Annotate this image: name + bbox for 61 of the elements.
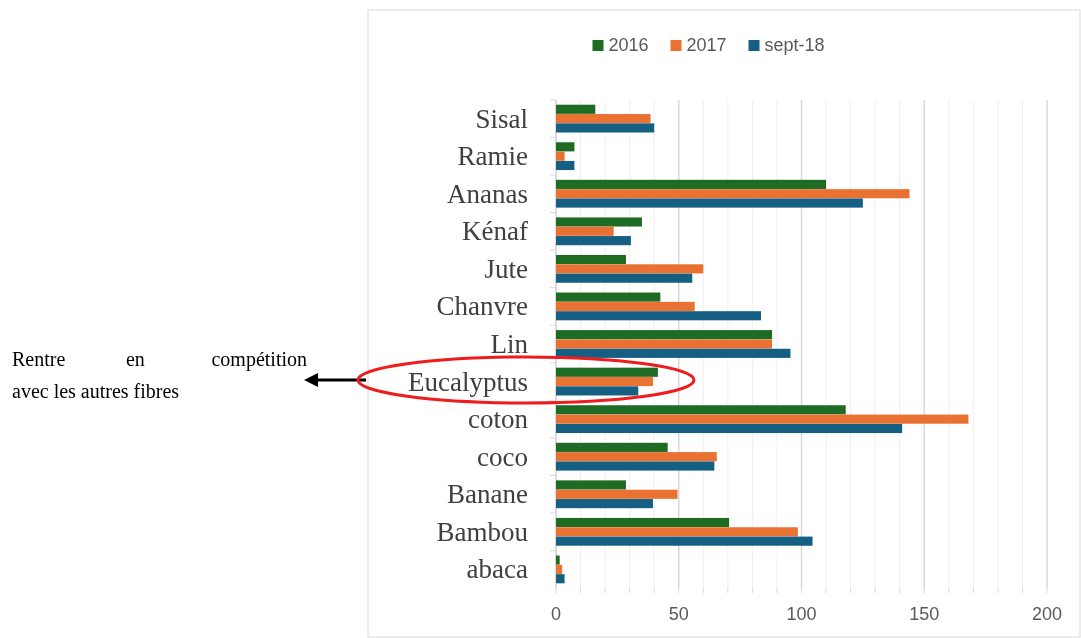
bar [556,104,596,114]
y-tick-label: Bambou [436,516,529,547]
bar [556,414,969,424]
bar [556,292,661,302]
bar [556,311,761,321]
y-tick-label: Ananas [447,178,528,209]
bar [556,236,631,246]
bar [556,142,575,152]
y-tick-label: Sisal [475,103,528,134]
bar [556,330,773,340]
bar [556,517,730,528]
legend-label: 2016 [608,35,649,55]
bar [556,217,642,227]
bar [556,452,717,462]
bar [556,442,668,452]
y-tick-label: Chanvre [436,291,529,322]
bar [556,160,575,171]
y-tick-label: coton [468,404,529,435]
bar [556,480,626,490]
y-tick-label: Jute [484,253,529,284]
bar [556,564,563,574]
bar [556,386,639,396]
bar [556,114,651,124]
y-tick-label: coco [477,441,528,472]
bar [556,189,910,199]
bar [556,489,678,499]
bar [556,264,704,274]
y-tick-label: Ramie [457,141,529,172]
x-tick-label: 50 [668,604,689,624]
bar [556,527,798,537]
bar [556,226,614,236]
y-tick-label: Banane [447,479,529,510]
bar [556,301,695,311]
bar [556,123,655,133]
text: Rentre en compétition avec les autres fibres [12,348,307,402]
bar [556,339,773,349]
bar [556,254,626,265]
x-tick-label: 100 [786,604,817,624]
x-tick-label: 200 [1031,604,1063,624]
bar [556,198,863,208]
bar [556,536,813,546]
bar [556,555,560,565]
x-tick-label: 150 [909,604,940,624]
bar [556,423,903,434]
y-tick-label: Kénaf [462,216,528,247]
bar [556,405,846,415]
x-tick-label: 0 [550,604,562,624]
bar [556,179,827,189]
bar [556,367,658,377]
bar [556,151,565,161]
legend-label: sept-18 [764,35,825,55]
bar [556,377,653,387]
y-tick-label: Lin [490,329,529,359]
bar [556,499,653,509]
y-tick-label: Eucalyptus [408,366,528,397]
bar [556,273,693,283]
bar [556,574,565,584]
bar [556,348,791,358]
legend-label: 2017 [686,35,727,55]
bar [556,461,715,471]
y-tick-label: abaca [466,554,529,585]
